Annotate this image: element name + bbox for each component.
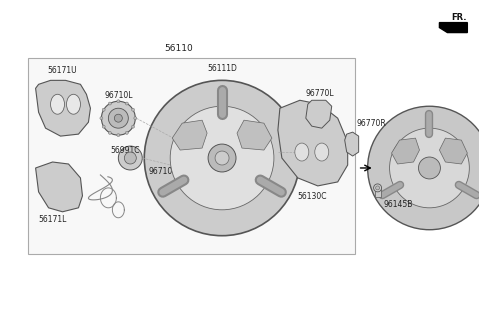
Ellipse shape (124, 152, 136, 164)
Ellipse shape (208, 144, 236, 172)
Ellipse shape (102, 108, 105, 111)
Ellipse shape (102, 125, 105, 128)
Ellipse shape (117, 100, 120, 103)
Ellipse shape (114, 114, 122, 122)
Ellipse shape (134, 117, 137, 120)
Ellipse shape (144, 80, 300, 236)
Polygon shape (439, 138, 468, 164)
Ellipse shape (376, 186, 380, 190)
Polygon shape (306, 100, 332, 128)
Ellipse shape (125, 102, 128, 105)
Polygon shape (345, 132, 359, 156)
Polygon shape (439, 23, 468, 33)
Ellipse shape (108, 102, 111, 105)
FancyBboxPatch shape (28, 59, 355, 254)
Text: 96770R: 96770R (357, 119, 386, 128)
Text: 56171U: 56171U (48, 66, 77, 76)
Text: FR.: FR. (451, 13, 467, 22)
Polygon shape (36, 162, 83, 212)
Text: 96770L: 96770L (305, 89, 334, 98)
Ellipse shape (50, 94, 64, 114)
Ellipse shape (125, 131, 128, 134)
Ellipse shape (390, 128, 469, 208)
Text: 96710R: 96710R (148, 167, 178, 177)
Ellipse shape (67, 94, 81, 114)
Ellipse shape (119, 146, 142, 170)
Polygon shape (392, 138, 420, 164)
Ellipse shape (368, 106, 480, 230)
Ellipse shape (315, 143, 329, 161)
Polygon shape (36, 80, 90, 136)
Text: 96710L: 96710L (104, 91, 132, 100)
Ellipse shape (215, 151, 229, 165)
Text: 56130C: 56130C (297, 192, 326, 201)
Ellipse shape (170, 106, 274, 210)
Polygon shape (172, 120, 207, 150)
Ellipse shape (295, 143, 309, 161)
Text: 56991C: 56991C (110, 146, 140, 155)
FancyBboxPatch shape (374, 187, 381, 197)
Text: 56171L: 56171L (38, 215, 67, 224)
Text: 56110: 56110 (164, 44, 192, 54)
Ellipse shape (373, 184, 382, 192)
Ellipse shape (101, 101, 135, 135)
Ellipse shape (108, 108, 128, 128)
Ellipse shape (117, 134, 120, 137)
Text: 56111D: 56111D (207, 64, 237, 73)
Ellipse shape (132, 108, 134, 111)
Polygon shape (278, 100, 348, 186)
Ellipse shape (419, 157, 441, 179)
Polygon shape (237, 120, 272, 150)
Ellipse shape (100, 117, 103, 120)
Ellipse shape (108, 131, 111, 134)
Text: 96145B: 96145B (384, 200, 413, 209)
Ellipse shape (132, 125, 134, 128)
